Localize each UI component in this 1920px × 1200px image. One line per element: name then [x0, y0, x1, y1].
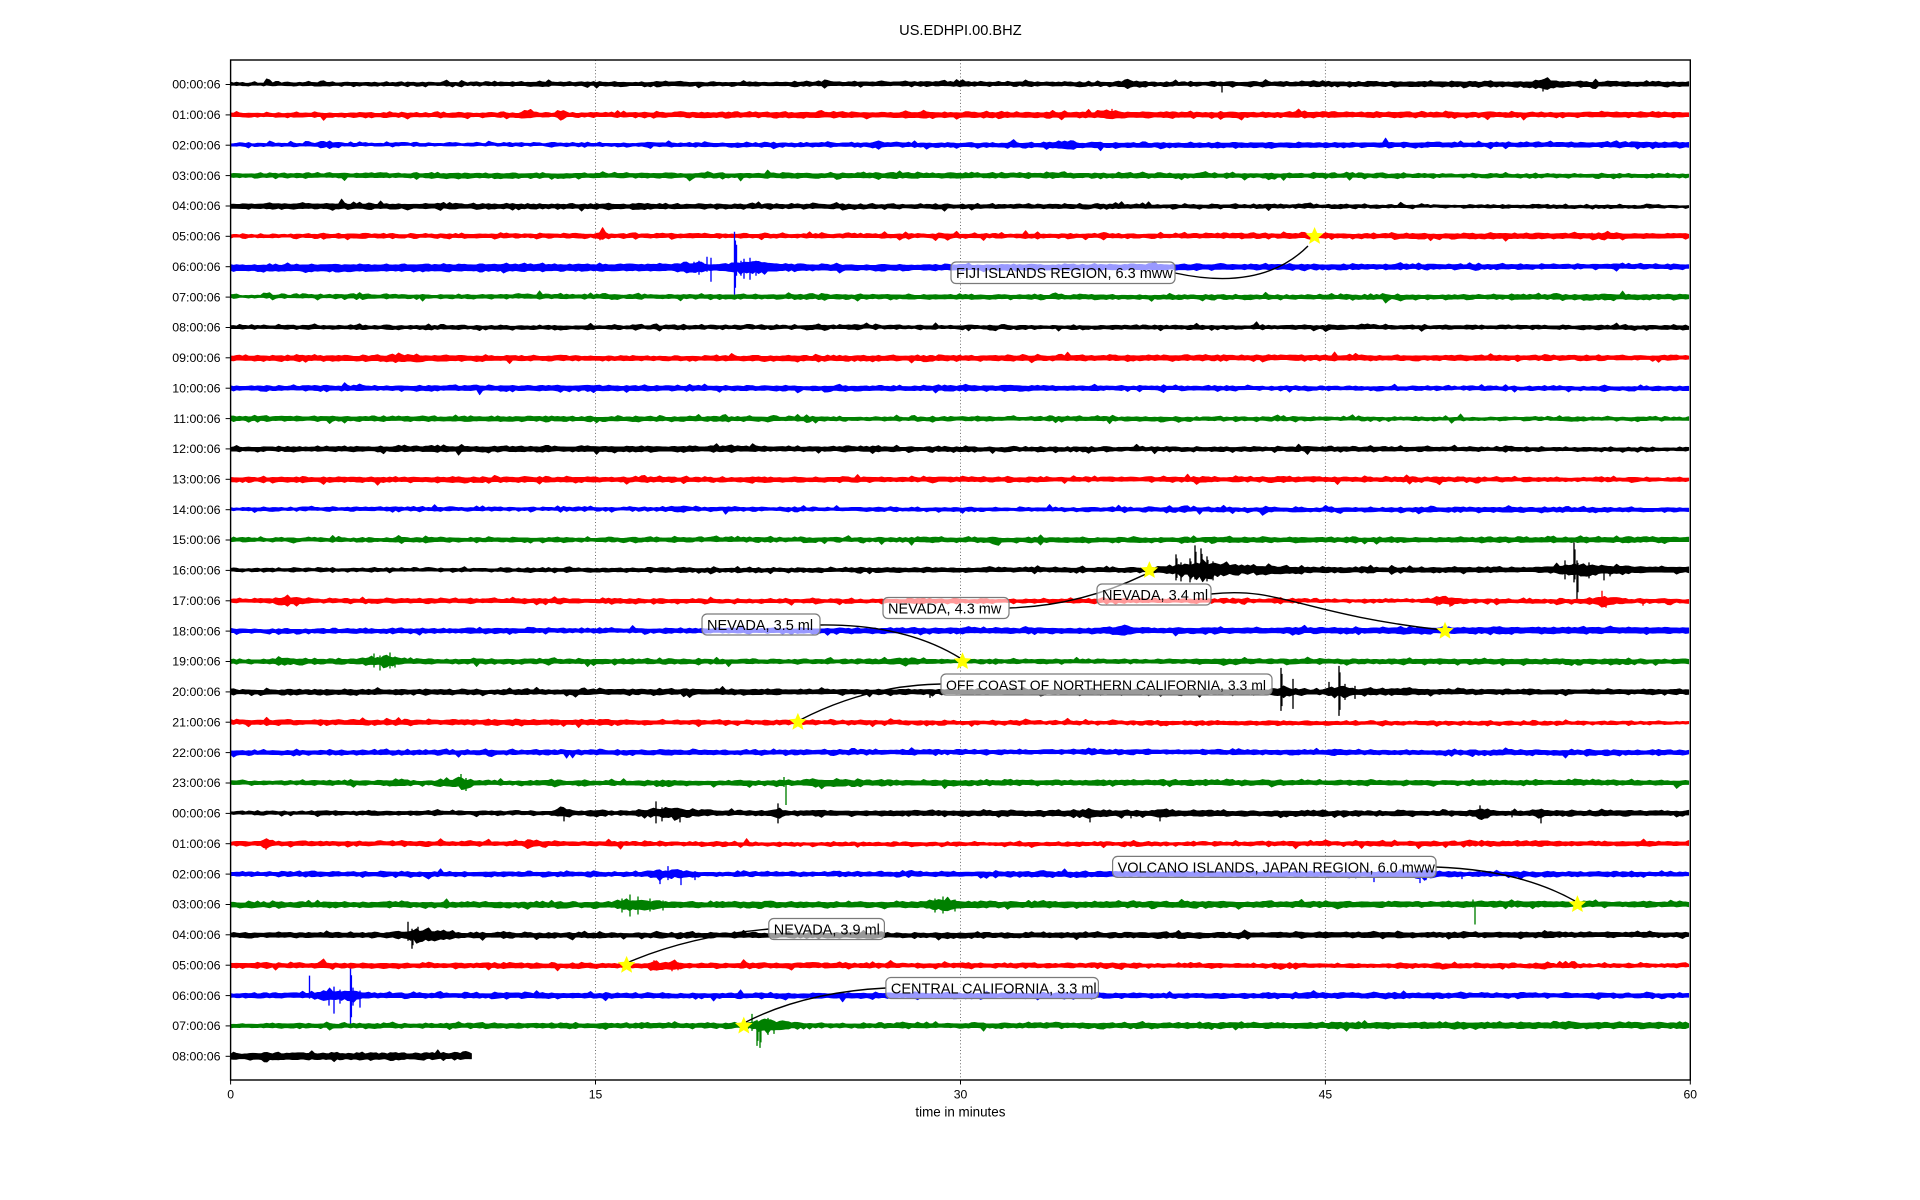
svg-text:NEVADA, 3.5 ml: NEVADA, 3.5 ml	[707, 618, 813, 634]
svg-text:06:00:06: 06:00:06	[172, 260, 220, 274]
svg-text:15:00:06: 15:00:06	[172, 533, 220, 547]
svg-text:NEVADA, 4.3 mw: NEVADA, 4.3 mw	[888, 602, 1002, 618]
svg-text:12:00:06: 12:00:06	[172, 442, 220, 456]
svg-text:06:00:06: 06:00:06	[172, 989, 220, 1003]
svg-text:22:00:06: 22:00:06	[172, 746, 220, 760]
svg-text:45: 45	[1319, 1088, 1333, 1102]
svg-text:00:00:06: 00:00:06	[172, 78, 220, 92]
svg-text:FIJI ISLANDS REGION, 6.3 mww: FIJI ISLANDS REGION, 6.3 mww	[956, 266, 1173, 282]
svg-text:US.EDHPI.00.BHZ: US.EDHPI.00.BHZ	[899, 23, 1022, 39]
svg-text:04:00:06: 04:00:06	[172, 199, 220, 213]
svg-text:NEVADA, 3.9 ml: NEVADA, 3.9 ml	[774, 923, 880, 939]
svg-text:04:00:06: 04:00:06	[172, 928, 220, 942]
svg-text:02:00:06: 02:00:06	[172, 138, 220, 152]
svg-text:0: 0	[227, 1088, 234, 1102]
svg-text:23:00:06: 23:00:06	[172, 776, 220, 790]
svg-text:03:00:06: 03:00:06	[172, 898, 220, 912]
svg-text:60: 60	[1684, 1088, 1698, 1102]
svg-text:VOLCANO ISLANDS, JAPAN REGION,: VOLCANO ISLANDS, JAPAN REGION, 6.0 mww	[1118, 861, 1436, 877]
svg-text:05:00:06: 05:00:06	[172, 230, 220, 244]
svg-text:NEVADA, 3.4 ml: NEVADA, 3.4 ml	[1102, 588, 1208, 604]
svg-text:16:00:06: 16:00:06	[172, 564, 220, 578]
svg-text:05:00:06: 05:00:06	[172, 958, 220, 972]
svg-text:01:00:06: 01:00:06	[172, 837, 220, 851]
svg-text:21:00:06: 21:00:06	[172, 715, 220, 729]
svg-text:17:00:06: 17:00:06	[172, 594, 220, 608]
svg-text:10:00:06: 10:00:06	[172, 381, 220, 395]
svg-text:11:00:06: 11:00:06	[173, 412, 220, 426]
svg-text:08:00:06: 08:00:06	[172, 1050, 220, 1064]
svg-text:09:00:06: 09:00:06	[172, 351, 220, 365]
svg-text:00:00:06: 00:00:06	[172, 807, 220, 821]
svg-text:02:00:06: 02:00:06	[172, 867, 220, 881]
svg-text:08:00:06: 08:00:06	[172, 321, 220, 335]
svg-text:OFF COAST OF NORTHERN CALIFORN: OFF COAST OF NORTHERN CALIFORNIA, 3.3 ml	[946, 677, 1266, 693]
svg-text:20:00:06: 20:00:06	[172, 685, 220, 699]
svg-text:03:00:06: 03:00:06	[172, 169, 220, 183]
svg-text:14:00:06: 14:00:06	[172, 503, 220, 517]
svg-text:07:00:06: 07:00:06	[172, 1019, 220, 1033]
svg-text:15: 15	[589, 1088, 603, 1102]
svg-text:time in minutes: time in minutes	[915, 1105, 1005, 1120]
svg-text:30: 30	[954, 1088, 968, 1102]
svg-text:18:00:06: 18:00:06	[172, 624, 220, 638]
svg-text:13:00:06: 13:00:06	[172, 473, 220, 487]
svg-text:19:00:06: 19:00:06	[172, 655, 220, 669]
svg-text:01:00:06: 01:00:06	[172, 108, 220, 122]
svg-text:CENTRAL CALIFORNIA, 3.3 ml: CENTRAL CALIFORNIA, 3.3 ml	[891, 982, 1097, 998]
svg-text:07:00:06: 07:00:06	[172, 290, 220, 304]
